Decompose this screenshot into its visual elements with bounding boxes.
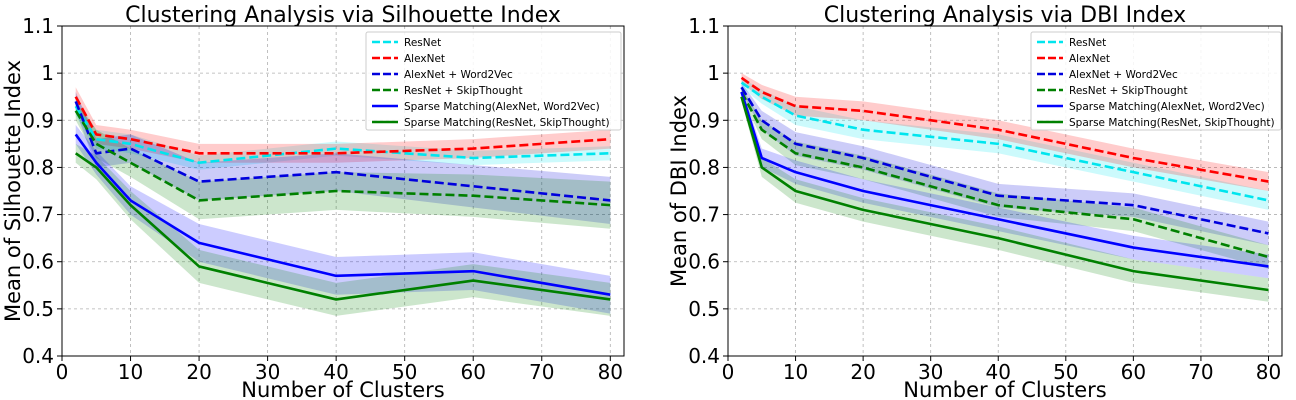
series-line-1 bbox=[74, 105, 611, 165]
chart-title: Clustering Analysis via Silhouette Index bbox=[125, 3, 561, 28]
y-tick-label: 0.7 bbox=[22, 203, 54, 227]
series-line-3 bbox=[740, 86, 1269, 235]
legend-label-2: AlexNet bbox=[404, 53, 445, 65]
legend-label-1: ResNet bbox=[1069, 37, 1106, 49]
series-line-1 bbox=[740, 81, 1269, 202]
x-tick-label: 20 bbox=[850, 360, 875, 384]
legend: ResNet AlexNet AlexNet + Word2Vec ResNet + … bbox=[365, 31, 622, 131]
legend-label-3: AlexNet + Word2Vec bbox=[404, 69, 513, 81]
y-tick-label: 0.9 bbox=[22, 108, 54, 132]
series-line-3 bbox=[74, 100, 611, 202]
legend-label-1: ResNet bbox=[404, 37, 441, 49]
series-band-3 bbox=[741, 82, 1269, 246]
x-tick-label: 80 bbox=[598, 360, 623, 384]
series-line-6 bbox=[74, 152, 611, 301]
x-tick-label: 50 bbox=[1053, 360, 1078, 384]
series-line-2 bbox=[74, 96, 611, 155]
y-axis-label: Mean of DBI Index bbox=[667, 95, 691, 287]
x-tick-label: 0 bbox=[722, 360, 735, 384]
legend-label-4: ResNet + SkipThought bbox=[404, 85, 523, 97]
series-line-2 bbox=[740, 76, 1269, 183]
legend-label-5: Sparse Matching(AlexNet, Word2Vec) bbox=[404, 101, 600, 113]
series-line-5 bbox=[740, 91, 1269, 268]
y-tick-label: 1.1 bbox=[688, 14, 720, 38]
x-tick-label: 40 bbox=[323, 360, 348, 384]
x-tick-label: 30 bbox=[918, 360, 943, 384]
y-tick-label: 0.6 bbox=[22, 250, 54, 274]
x-tick-label: 40 bbox=[986, 360, 1011, 384]
legend-box bbox=[365, 31, 622, 131]
chart-panel-1: 0.4 0.5 0.6 0.7 0.8 0.9 1 1.1 0 10 20 30 40 50 60 70 80 C… bbox=[1, 3, 625, 400]
chart-title: Clustering Analysis via DBI Index bbox=[824, 3, 1186, 28]
series-band-5 bbox=[75, 125, 611, 314]
legend-box bbox=[1030, 31, 1282, 131]
plot-frame bbox=[61, 25, 625, 357]
series-band-6 bbox=[741, 92, 1269, 302]
y-axis-label: Mean of Silhouette Index bbox=[1, 60, 25, 322]
series-band-2 bbox=[741, 73, 1269, 191]
y-tick-label: 0.4 bbox=[22, 344, 54, 368]
legend-label-4: ResNet + SkipThought bbox=[1069, 85, 1188, 97]
y-tick-label: 1 bbox=[707, 61, 720, 85]
legend: ResNet AlexNet AlexNet + Word2Vec ResNet + … bbox=[1030, 31, 1282, 131]
series-band-1 bbox=[75, 96, 611, 170]
series-band-2 bbox=[75, 87, 611, 163]
y-tick-label: 0.9 bbox=[688, 108, 720, 132]
x-axis-label: Number of Clusters bbox=[241, 378, 444, 400]
x-tick-label: 20 bbox=[186, 360, 211, 384]
series-band-1 bbox=[741, 77, 1269, 210]
y-tick-label: 0.5 bbox=[688, 297, 720, 321]
series-line-4 bbox=[74, 110, 611, 207]
x-tick-label: 0 bbox=[56, 360, 69, 384]
x-tick-label: 50 bbox=[392, 360, 417, 384]
y-tick-label: 1 bbox=[41, 61, 54, 85]
plot-frame bbox=[727, 25, 1283, 357]
legend-label-2: AlexNet bbox=[1069, 53, 1110, 65]
y-tick-label: 0.8 bbox=[22, 155, 54, 179]
x-axis-label: Number of Clusters bbox=[903, 378, 1106, 400]
x-tick-label: 10 bbox=[783, 360, 808, 384]
x-tick-label: 60 bbox=[1121, 360, 1146, 384]
y-tick-label: 0.4 bbox=[688, 344, 720, 368]
legend-label-5: Sparse Matching(AlexNet, Word2Vec) bbox=[1069, 101, 1265, 113]
x-tick-label: 10 bbox=[118, 360, 143, 384]
x-tick-label: 70 bbox=[529, 360, 554, 384]
y-tick-label: 0.6 bbox=[688, 250, 720, 274]
y-tick-label: 0.5 bbox=[22, 297, 54, 321]
y-tick-label: 0.7 bbox=[688, 203, 720, 227]
legend-label-6: Sparse Matching(ResNet, SkipThought) bbox=[1069, 117, 1275, 129]
chart-panel-2: 0.4 0.5 0.6 0.7 0.8 0.9 1 1.1 0 10 20 30 40 50 60 70 80 C… bbox=[667, 3, 1283, 400]
series-line-6 bbox=[740, 96, 1269, 292]
legend-label-3: AlexNet + Word2Vec bbox=[1069, 69, 1178, 81]
legend-label-6: Sparse Matching(ResNet, SkipThought) bbox=[404, 117, 610, 129]
x-tick-label: 30 bbox=[255, 360, 280, 384]
x-tick-label: 60 bbox=[460, 360, 485, 384]
series-band-4 bbox=[741, 87, 1269, 269]
series-line-5 bbox=[74, 133, 611, 296]
series-line-4 bbox=[740, 91, 1269, 259]
y-tick-label: 0.8 bbox=[688, 155, 720, 179]
y-tick-label: 1.1 bbox=[22, 14, 54, 38]
x-tick-label: 80 bbox=[1256, 360, 1281, 384]
x-tick-label: 70 bbox=[1188, 360, 1213, 384]
series-band-3 bbox=[75, 92, 611, 224]
